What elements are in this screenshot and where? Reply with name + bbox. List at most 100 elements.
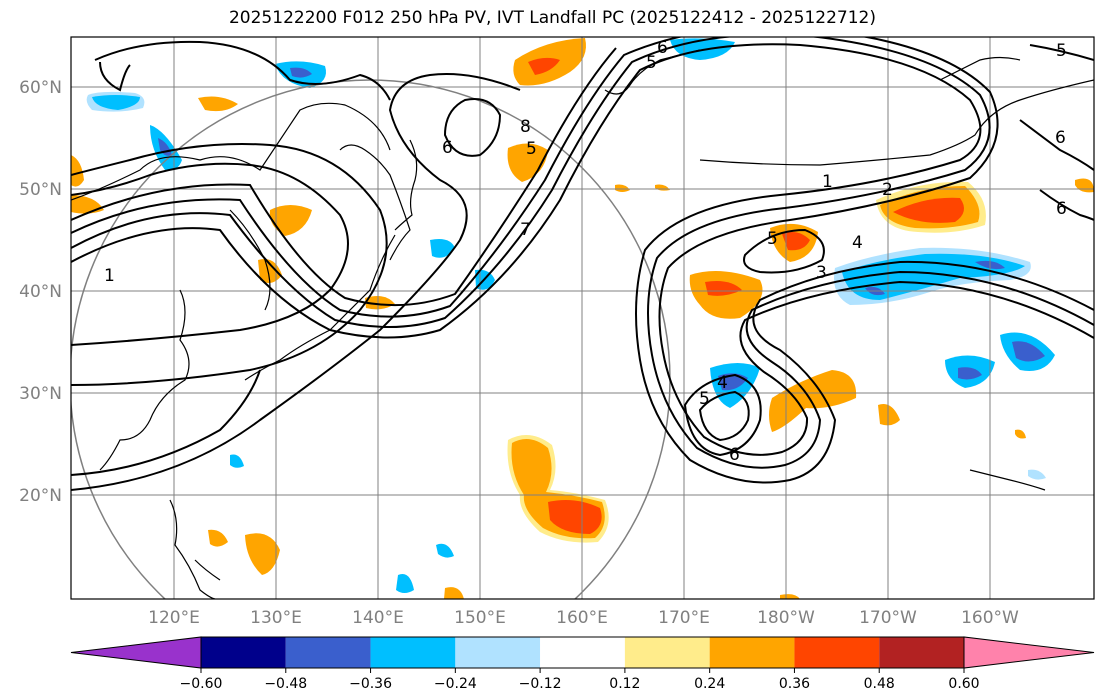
lon-label: 140°E (352, 608, 404, 628)
colorbar-cell (624, 637, 710, 668)
shade-blob (1015, 429, 1026, 439)
contour-line (443, 98, 502, 157)
shade-blob (444, 587, 464, 599)
contour-label: 5 (646, 53, 657, 73)
contour-label: 1 (822, 172, 833, 192)
shade-blob (507, 143, 548, 182)
contour-labels: 6 5 6 8 7 1 1 2 4 3 5 5 4 5 6 5 6 6 (104, 38, 1067, 465)
colorbar: −0.60 −0.48 −0.36 −0.24 −0.12 0.12 0.24 0.36 0.4… (70, 636, 1095, 692)
shade-blob (198, 96, 238, 112)
colorbar-tick-label: −0.12 (519, 676, 562, 692)
shade-blob (71, 155, 84, 187)
colorbar-outline (200, 636, 965, 669)
contour-label: 5 (526, 139, 537, 159)
lon-label: 160°E (556, 608, 608, 628)
contour-line (71, 162, 349, 346)
map-frame (70, 36, 1095, 600)
shade-blob (290, 67, 312, 78)
colorbar-tick-label: 0.60 (948, 676, 979, 692)
contour-line (71, 73, 521, 491)
colorbar-tick-label: 0.12 (609, 676, 640, 692)
lat-label: 30°N (19, 384, 62, 404)
shade-blob (958, 367, 982, 380)
shade-blob (436, 543, 454, 558)
contour-label: 6 (657, 38, 668, 58)
contour-label: 7 (520, 220, 531, 240)
contour-label: 4 (852, 233, 863, 253)
colorbar-cell (709, 637, 795, 668)
colorbar-tick-label: −0.36 (349, 676, 392, 692)
lat-label: 60°N (19, 78, 62, 98)
contour-line (71, 369, 261, 476)
colorbar-cell (201, 637, 286, 668)
graticule (71, 37, 1094, 599)
lon-label: 160°W (961, 608, 1019, 628)
colorbar-cell (540, 637, 625, 668)
colorbar-cell (879, 637, 964, 668)
lon-label: 150°E (454, 608, 506, 628)
shade-blob (878, 404, 900, 426)
contour-line (71, 143, 388, 386)
shade-blob (245, 533, 280, 575)
contour-label: 4 (717, 373, 728, 393)
lat-label: 40°N (19, 282, 62, 302)
contour-line (99, 61, 131, 92)
contour-line (71, 37, 1094, 469)
shade-blob (782, 232, 810, 251)
shade-blob (780, 594, 800, 599)
contour-line (71, 47, 617, 307)
colorbar-cell (455, 637, 541, 668)
contour-label: 6 (1055, 128, 1066, 148)
ivt-contours (71, 37, 1094, 491)
contour-line (1039, 189, 1094, 221)
colorbar-cells (70, 636, 1095, 669)
contour-line (94, 40, 391, 101)
contour-label: 8 (520, 117, 531, 137)
shade-blob (769, 370, 857, 432)
contour-label: 5 (767, 229, 778, 249)
contour-label: 6 (1056, 199, 1067, 219)
shade-blob (92, 95, 140, 110)
lon-label: 170°E (658, 608, 710, 628)
contour-label: 2 (882, 180, 893, 200)
contour-label: 5 (699, 389, 710, 409)
shade-blob (365, 296, 395, 310)
contour-label: 1 (104, 266, 115, 286)
colorbar-extend-low (70, 636, 202, 669)
contour-line (683, 373, 762, 457)
lat-label: 20°N (19, 486, 62, 506)
contour-label: 6 (442, 138, 453, 158)
shade-blob (230, 454, 244, 468)
contour-line (1019, 119, 1094, 171)
contour-label: 3 (816, 263, 827, 283)
shade-blob (208, 529, 228, 547)
contour-label: 6 (729, 445, 740, 465)
latitude-labels: 60°N 50°N 40°N 30°N 20°N (19, 78, 62, 506)
colorbar-tick-label: 0.24 (694, 676, 725, 692)
shade-blob (1028, 469, 1046, 480)
shade-blob (396, 574, 414, 593)
shade-blob (615, 184, 630, 192)
contour-line (743, 228, 825, 274)
colorbar-tick-label: −0.48 (264, 676, 307, 692)
colorbar-tick-label: 0.36 (779, 676, 810, 692)
shade-blob (548, 500, 602, 534)
contour-line (1029, 44, 1094, 61)
shade-blob (705, 281, 742, 296)
shade-blob (430, 239, 455, 258)
contour-line (698, 390, 750, 442)
shade-blob (528, 57, 560, 75)
lon-label: 170°W (859, 608, 917, 628)
lon-label: 120°E (148, 608, 200, 628)
colorbar-tick-label: 0.48 (864, 676, 895, 692)
colorbar-tick-label: −0.60 (180, 676, 223, 692)
contour-line (71, 43, 1094, 484)
map-title: 2025122200 F012 250 hPa PV, IVT Landfall… (228, 8, 876, 28)
colorbar-tick-label: −0.24 (434, 676, 477, 692)
contour-line (71, 37, 1094, 456)
lon-label: 130°E (250, 608, 302, 628)
colorbar-extend-high (963, 636, 1095, 669)
colorbar-cell (285, 637, 371, 668)
shade-blob (1012, 341, 1045, 362)
